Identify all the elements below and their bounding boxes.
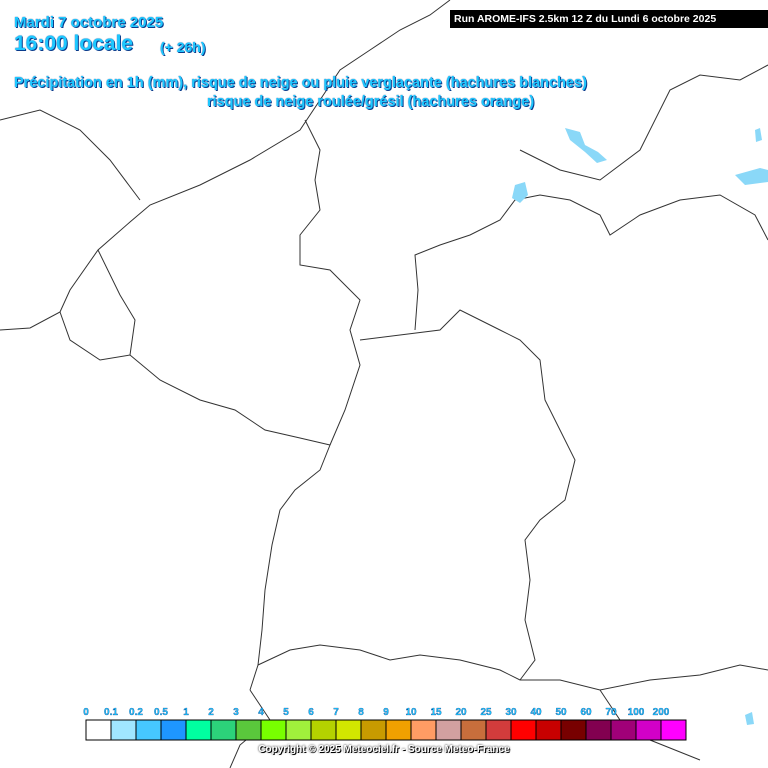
legend-label: 8: [358, 707, 364, 718]
legend-swatch: [310, 719, 337, 741]
subtitle: risque de neige roulée/grésil (hachures …: [207, 94, 535, 110]
legend-label: 100: [628, 707, 645, 718]
legend-swatch: [160, 719, 187, 741]
legend-swatch: [235, 719, 262, 741]
legend-label: 70: [605, 707, 617, 718]
legend-swatch: [460, 719, 487, 741]
legend: 0 0.1 0.2 0.5 1 2 3 4 5 6 7 8 9 10 15 20 25 30 40 50 60 70 100…: [83, 707, 687, 741]
legend-label: 50: [555, 707, 567, 718]
legend-swatch: [635, 719, 662, 741]
legend-swatch: [285, 719, 312, 741]
legend-label: 25: [480, 707, 492, 718]
legend-swatch: [610, 719, 637, 741]
legend-label: 9: [383, 707, 389, 718]
legend-label: 5: [283, 707, 289, 718]
legend-swatch: [85, 719, 112, 741]
legend-swatch: [410, 719, 437, 741]
legend-label: 20: [455, 707, 467, 718]
legend-label: 60: [580, 707, 592, 718]
legend-label: 1: [183, 707, 189, 718]
legend-swatch: [435, 719, 462, 741]
legend-label: 7: [333, 707, 339, 718]
legend-swatch: [585, 719, 612, 741]
lakes: [512, 128, 768, 725]
legend-label: 10: [405, 707, 417, 718]
time: 16:00 locale: [14, 32, 134, 55]
legend-label: 200: [653, 707, 670, 718]
legend-swatch: [210, 719, 237, 741]
legend-label: 30: [505, 707, 517, 718]
legend-swatch: [485, 719, 512, 741]
legend-swatch: [360, 719, 387, 741]
legend-swatch: [385, 719, 412, 741]
date: Mardi 7 octobre 2025: [14, 14, 164, 31]
legend-label: 3: [233, 707, 239, 718]
legend-label: 2: [208, 707, 214, 718]
legend-label: 15: [430, 707, 442, 718]
legend-label: 0.5: [154, 707, 168, 718]
legend-swatch: [535, 719, 562, 741]
legend-swatch: [510, 719, 537, 741]
legend-label: 0: [83, 707, 89, 718]
legend-label: 6: [308, 707, 314, 718]
legend-swatch: [560, 719, 587, 741]
legend-label: 4: [258, 707, 264, 718]
copyright: Copyright © 2025 Meteociel.fr - Source M…: [258, 744, 510, 755]
legend-label: 0.2: [129, 707, 143, 718]
legend-swatch: [260, 719, 287, 741]
legend-label: 0.1: [104, 707, 118, 718]
legend-swatch: [335, 719, 362, 741]
legend-swatch: [135, 719, 162, 741]
legend-label: 40: [530, 707, 542, 718]
legend-swatch: [660, 719, 687, 741]
legend-swatch: [185, 719, 212, 741]
run-info: Run AROME-IFS 2.5km 12 Z du Lundi 6 octo…: [450, 10, 768, 28]
lead: (+ 26h): [160, 39, 206, 55]
subtitle: Précipitation en 1h (mm), risque de neig…: [14, 75, 587, 91]
legend-swatch: [110, 719, 137, 741]
